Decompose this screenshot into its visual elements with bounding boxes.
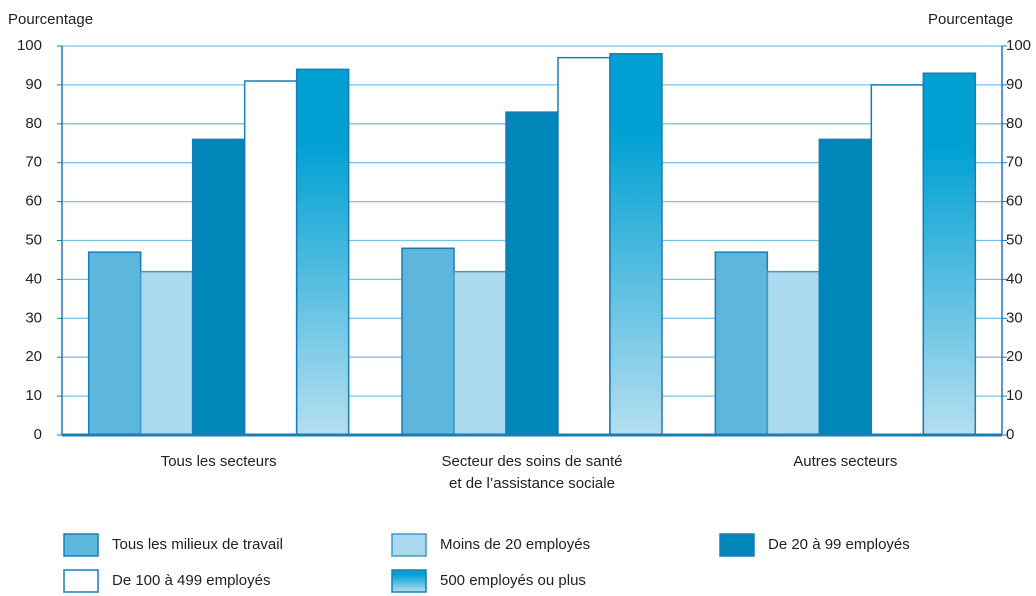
y-tick-label: 70	[25, 154, 42, 171]
bar	[557, 56, 611, 436]
y2-tick-label: 10	[1006, 387, 1023, 404]
bar	[191, 138, 246, 436]
bar	[714, 251, 769, 436]
bar	[87, 251, 142, 436]
legend-swatch	[391, 533, 427, 557]
y2-tick-label: 20	[1006, 348, 1023, 365]
y2-tick-label: 40	[1006, 270, 1023, 287]
legend-label: De 20 à 99 employés	[768, 536, 910, 553]
x-tick-label-line: et de l’assistance sociale	[449, 475, 615, 492]
x-tick-label: Autres secteurs	[793, 453, 897, 470]
bar	[922, 72, 977, 436]
x-tick-label-line: Secteur des soins de santé	[442, 453, 623, 470]
bar	[453, 270, 507, 436]
x-tick-label-line: Autres secteurs	[793, 453, 897, 470]
y2-tick-label: 70	[1006, 154, 1023, 171]
y2-tick-label: 60	[1006, 193, 1023, 210]
bar	[870, 84, 925, 436]
bar	[243, 80, 298, 436]
legend-label: De 100 à 499 employés	[112, 572, 270, 589]
y-tick-label: 90	[25, 76, 42, 93]
legend-label: Tous les milieux de travail	[112, 536, 283, 553]
y-tick-label: 100	[17, 37, 42, 54]
bar	[766, 270, 821, 436]
y-tick-label: 0	[34, 426, 42, 443]
y2-tick-label: 90	[1006, 76, 1023, 93]
x-tick-label: Secteur des soins de santé et de l’assist…	[442, 453, 623, 492]
y-tick-label: 30	[25, 309, 42, 326]
y-tick-label: 40	[25, 270, 42, 287]
y2-tick-label: 50	[1006, 231, 1023, 248]
y-tick-label: 60	[25, 193, 42, 210]
legend-swatch	[719, 533, 755, 557]
bar	[609, 53, 663, 436]
bar	[295, 68, 350, 436]
y-tick-label: 80	[25, 115, 42, 132]
y2-axis-title: Pourcentage	[928, 11, 1013, 28]
y-tick-label: 10	[25, 387, 42, 404]
legend-swatch	[63, 533, 99, 557]
y-tick-label: 50	[25, 231, 42, 248]
y-axis-title: Pourcentage	[8, 11, 93, 28]
y2-tick-label: 100	[1006, 37, 1031, 54]
bar	[818, 138, 873, 436]
y2-tick-label: 80	[1006, 115, 1023, 132]
bar	[139, 270, 194, 436]
bar	[505, 111, 559, 436]
y2-tick-label: 30	[1006, 309, 1023, 326]
legend-swatch	[63, 569, 99, 593]
legend-swatch	[391, 569, 427, 593]
legend-label: Moins de 20 employés	[440, 536, 590, 553]
bar	[401, 247, 455, 436]
y-tick-label: 20	[25, 348, 42, 365]
y2-tick-label: 0	[1006, 426, 1014, 443]
x-tick-label: Tous les secteurs	[161, 453, 277, 470]
x-tick-label-line: Tous les secteurs	[161, 453, 277, 470]
legend-label: 500 employés ou plus	[440, 572, 586, 589]
